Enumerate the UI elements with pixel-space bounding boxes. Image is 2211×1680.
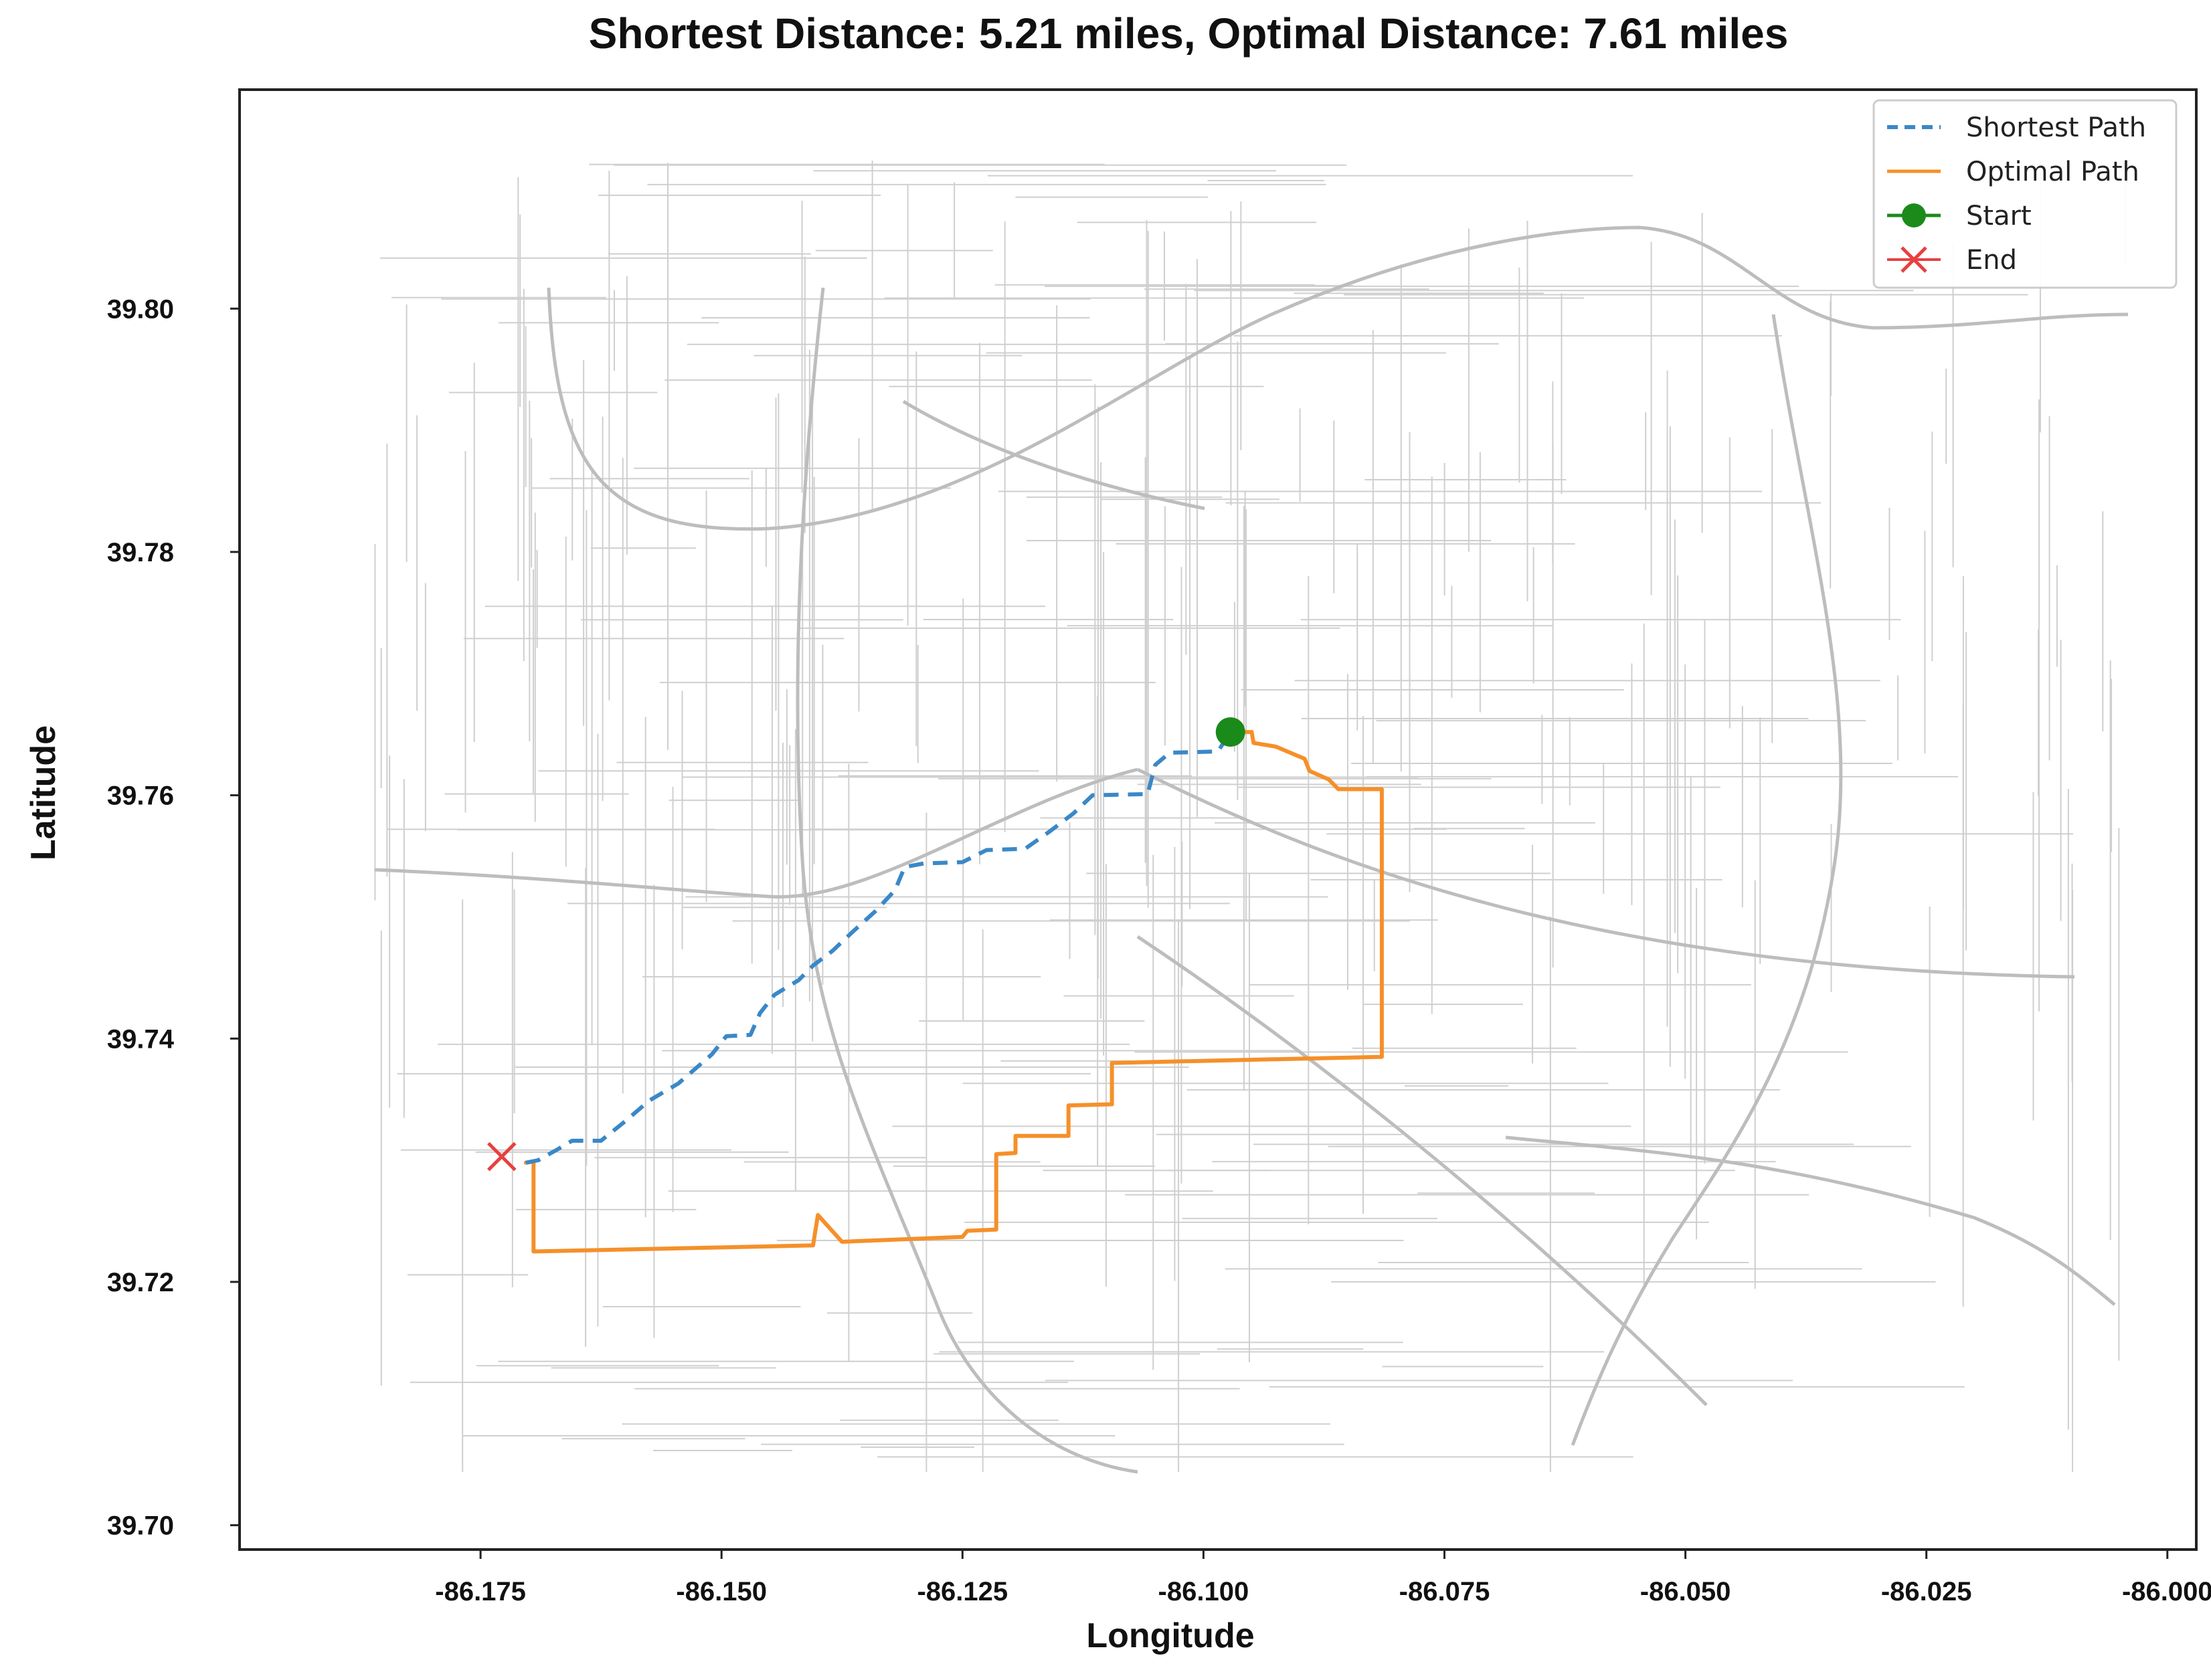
highway-segment [1571, 314, 1843, 1446]
route-markers [487, 717, 1245, 1172]
legend-label: End [1966, 245, 2017, 276]
y-tick-label: 39.70 [107, 1511, 174, 1541]
legend-item: Start [1887, 201, 2032, 231]
route-paths [523, 730, 1384, 1254]
highway-segment [1505, 1135, 2116, 1306]
legend-swatch-marker [1902, 203, 1926, 227]
highway-segment [796, 287, 1138, 1474]
highway-segment [1136, 767, 2075, 979]
end-marker [487, 1141, 517, 1172]
highway-segment [547, 225, 2129, 531]
legend-label: Shortest Path [1966, 112, 2146, 143]
x-tick-label: -86.025 [1881, 1577, 1972, 1606]
legend-label: Start [1966, 201, 2032, 231]
highway-segment [902, 399, 1205, 510]
legend-box [1872, 99, 2178, 289]
y-tick-label: 39.72 [107, 1268, 174, 1297]
street-network-background [374, 161, 2129, 1474]
x-axis: -86.175 -86.150 -86.125 -86.100 -86.075 -86.0… [435, 1550, 2211, 1606]
x-tick-label: -86.075 [1399, 1577, 1490, 1606]
x-tick-label: -86.125 [917, 1577, 1008, 1606]
legend-swatch-marker [1900, 246, 1927, 273]
legend-item: End [1887, 245, 2017, 276]
x-axis-label: Longitude [1086, 1616, 1254, 1655]
x-tick-label: -86.050 [1640, 1577, 1731, 1606]
shortest-path-line [525, 731, 1233, 1165]
legend-item: Optimal Path [1887, 157, 2139, 187]
y-axis: 39.70 39.72 39.74 39.76 39.78 39.80 [107, 294, 240, 1541]
y-tick-label: 39.78 [107, 538, 174, 567]
highway-segment [1136, 935, 1708, 1406]
x-tick-label: -86.000 [2122, 1577, 2211, 1606]
legend-item: Shortest Path [1887, 112, 2146, 143]
y-axis-label: Latitude [24, 725, 63, 860]
x-tick-label: -86.100 [1158, 1577, 1249, 1606]
y-tick-label: 39.76 [107, 781, 174, 811]
y-tick-label: 39.74 [107, 1024, 175, 1054]
y-tick-label: 39.80 [107, 294, 174, 324]
x-tick-label: -86.175 [435, 1577, 526, 1606]
legend-label: Optimal Path [1966, 157, 2139, 187]
chart-legend: Shortest Path Optimal Path Start End [1872, 99, 2178, 289]
optimal-path-line [523, 730, 1384, 1254]
start-marker [1215, 717, 1245, 747]
x-tick-label: -86.150 [676, 1577, 767, 1606]
plot-area-frame [238, 88, 2198, 1551]
highway-segment [374, 767, 1138, 899]
chart-title: Shortest Distance: 5.21 miles, Optimal D… [589, 9, 1789, 58]
